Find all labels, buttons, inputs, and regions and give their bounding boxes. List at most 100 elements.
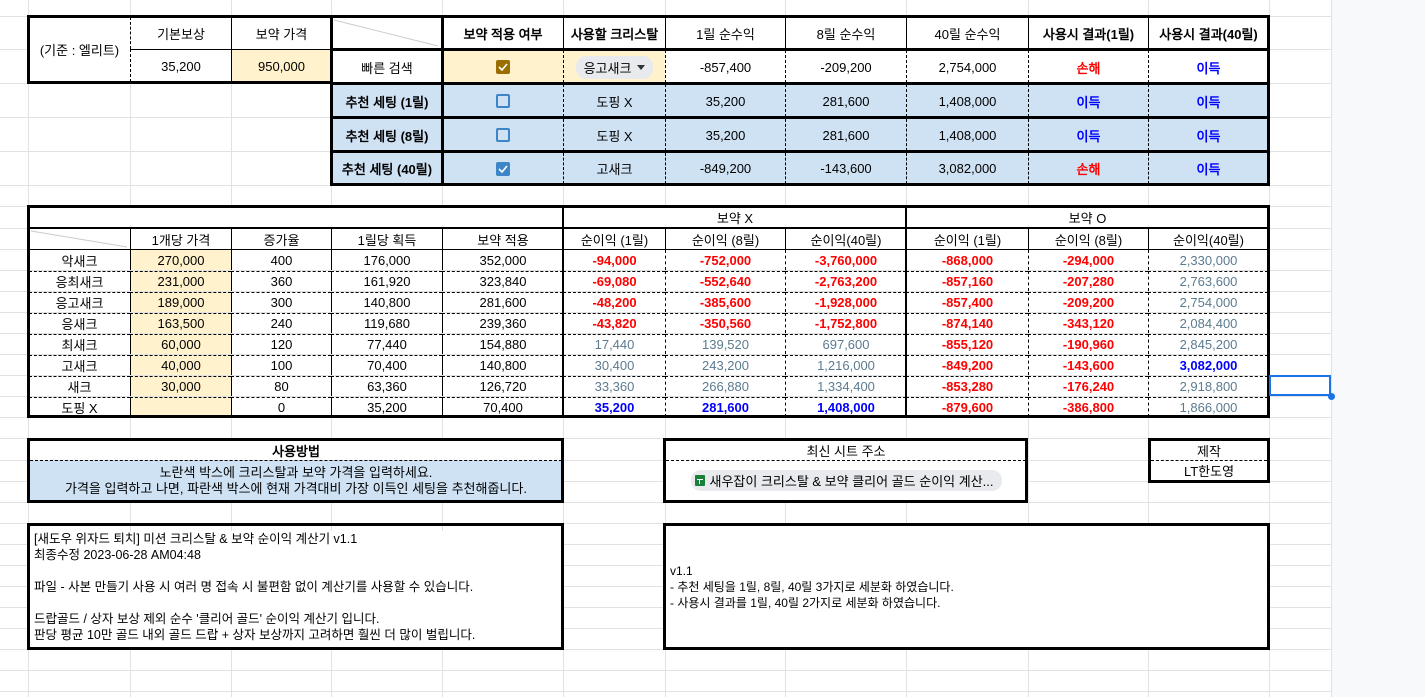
result-40: 이득 (1148, 84, 1268, 117)
cell-x40: -2,763,200 (785, 271, 906, 291)
profit-8: 281,600 (785, 119, 906, 151)
price-input[interactable]: 40,000 (130, 355, 231, 375)
result-40: 이득 (1148, 50, 1268, 83)
row-label: 추천 세팅 (40릴) (332, 153, 442, 184)
col-header-o8: 순이익 (8릴) (1028, 229, 1148, 249)
profit-40: 2,754,000 (906, 50, 1028, 83)
cell-o40: 2,918,800 (1148, 376, 1268, 396)
checkbox-checked-icon[interactable] (496, 161, 510, 176)
col-header-result-1: 사용시 결과(1릴) (1028, 17, 1148, 49)
price-input[interactable]: 163,500 (130, 313, 231, 333)
crystal-dropdown[interactable]: 응고새크 (563, 50, 665, 83)
cell-x1: 30,400 (563, 355, 665, 375)
cell-o1: -853,280 (906, 376, 1028, 396)
price-input[interactable]: 189,000 (130, 292, 231, 312)
result-40: 이득 (1148, 153, 1268, 184)
checkbox-unchecked-icon[interactable] (496, 128, 510, 142)
checkbox-checked-icon[interactable] (496, 60, 510, 74)
crystal-dropdown-chip[interactable]: 응고새크 (575, 55, 654, 79)
col-header-potion: 보약 적용 (442, 229, 563, 249)
cell-rate: 360 (231, 271, 331, 291)
price-input[interactable]: 60,000 (130, 334, 231, 354)
cell-o40: 2,754,000 (1148, 292, 1268, 312)
cell-per-reel: 63,360 (331, 376, 442, 396)
sheet-link-title: 최신 시트 주소 (666, 441, 1026, 460)
cell-o40: 2,084,400 (1148, 313, 1268, 333)
cell-o8: -190,960 (1028, 334, 1148, 354)
potion-applied-checkbox[interactable] (442, 153, 563, 184)
crystal-name: 새크 (29, 376, 130, 396)
cell-o1: -879,600 (906, 397, 1028, 417)
cell-o40: 2,763,600 (1148, 271, 1268, 291)
price-input[interactable] (130, 397, 231, 417)
profit-40: 1,408,000 (906, 84, 1028, 117)
cell-x40: -1,928,000 (785, 292, 906, 312)
fill-handle[interactable] (1328, 393, 1335, 400)
cell-o1: -855,120 (906, 334, 1028, 354)
col-header-rate: 증가율 (231, 229, 331, 249)
cell-x40: 1,216,000 (785, 355, 906, 375)
potion-price-input[interactable]: 950,000 (231, 49, 331, 82)
col-header-profit-1: 1릴 순수익 (665, 17, 785, 49)
crystal-name: 악새크 (29, 250, 130, 270)
profit-1: 35,200 (665, 119, 785, 151)
cell-x8: -552,640 (665, 271, 785, 291)
col-header-price: 1개당 가격 (130, 229, 231, 249)
cell-o1: -868,000 (906, 250, 1028, 270)
row-label: 추천 세팅 (8릴) (332, 119, 442, 151)
result-40: 이득 (1148, 119, 1268, 151)
potion-applied-checkbox[interactable] (442, 50, 563, 83)
col-header-result-40: 사용시 결과(40릴) (1148, 17, 1268, 49)
sheet-link-chip[interactable]: 새우잡이 크리스탈 & 보약 클리어 골드 순이익 계산... (690, 470, 1002, 491)
price-input[interactable]: 231,000 (130, 271, 231, 291)
profit-1: 35,200 (665, 84, 785, 117)
basis-label: (기준 : 엘리트) (29, 17, 130, 82)
col-header-o1: 순이익 (1릴) (906, 229, 1028, 249)
selected-cell[interactable] (1269, 375, 1331, 396)
row-label: 빠른 검색 (332, 50, 442, 83)
checkbox-unchecked-icon[interactable] (496, 94, 510, 108)
sheet-link-text[interactable]: 새우잡이 크리스탈 & 보약 클리어 골드 순이익 계산... (709, 474, 994, 489)
profit-8: 281,600 (785, 84, 906, 117)
cell-o8: -343,120 (1028, 313, 1148, 333)
cell-x1: 17,440 (563, 334, 665, 354)
crystal-value: 고새크 (563, 153, 665, 184)
cell-o8: -209,200 (1028, 292, 1148, 312)
cell-x8: 139,520 (665, 334, 785, 354)
crystal-name: 최새크 (29, 334, 130, 354)
base-reward-value[interactable]: 35,200 (130, 49, 231, 82)
cell-rate: 80 (231, 376, 331, 396)
cell-potion: 239,360 (442, 313, 563, 333)
usage-line-2: 가격을 입력하고 나면, 파란색 박스에 현재 가격대비 가장 이득인 세팅을 … (65, 480, 527, 496)
profit-1: -849,200 (665, 153, 785, 184)
crystal-value: 도핑 X (563, 119, 665, 151)
cell-x40: -3,760,000 (785, 250, 906, 270)
cell-x8: 243,200 (665, 355, 785, 375)
cell-x1: 33,360 (563, 376, 665, 396)
profit-8: -209,200 (785, 50, 906, 83)
profit-40: 1,408,000 (906, 119, 1028, 151)
cell-rate: 300 (231, 292, 331, 312)
cell-o40: 3,082,000 (1148, 355, 1268, 375)
price-input[interactable]: 270,000 (130, 250, 231, 270)
cell-potion: 126,720 (442, 376, 563, 396)
row-label: 추천 세팅 (1릴) (332, 84, 442, 117)
cell-o1: -857,160 (906, 271, 1028, 291)
price-input[interactable]: 30,000 (130, 376, 231, 396)
col-header-per-reel: 1릴당 획득 (331, 229, 442, 249)
cell-o40: 1,866,000 (1148, 397, 1268, 417)
cell-per-reel: 70,400 (331, 355, 442, 375)
cell-o40: 2,330,000 (1148, 250, 1268, 270)
cell-rate: 400 (231, 250, 331, 270)
google-sheets-icon (694, 475, 705, 486)
col-header-crystal: 사용할 크리스탈 (563, 17, 665, 49)
cell-per-reel: 35,200 (331, 397, 442, 417)
cell-potion: 154,880 (442, 334, 563, 354)
profit-8: -143,600 (785, 153, 906, 184)
potion-applied-checkbox[interactable] (442, 119, 563, 151)
group-header-no-potion: 보약 X (563, 207, 906, 228)
group-header-with-potion: 보약 O (906, 207, 1268, 228)
potion-applied-checkbox[interactable] (442, 84, 563, 117)
cell-o1: -857,400 (906, 292, 1028, 312)
cell-x1: -43,820 (563, 313, 665, 333)
